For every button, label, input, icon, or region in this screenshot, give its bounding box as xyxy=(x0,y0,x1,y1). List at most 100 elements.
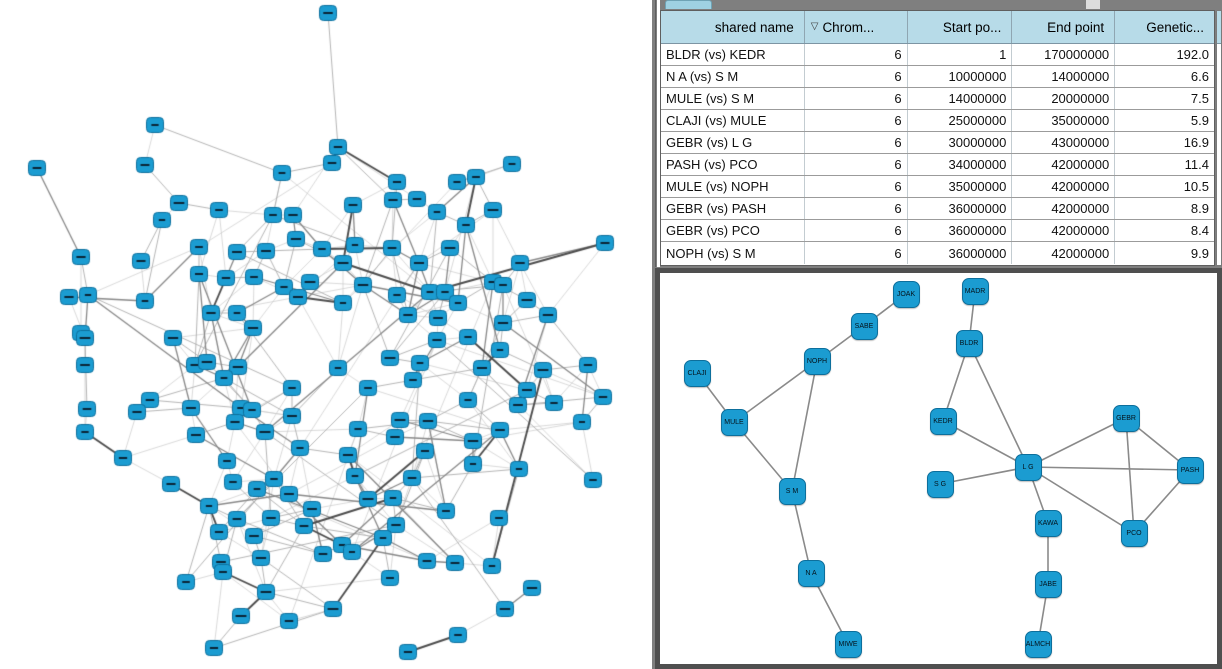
large-network-canvas[interactable] xyxy=(0,0,652,669)
column-label: Start po... xyxy=(942,19,1002,35)
table-row[interactable]: NOPH (vs) S M 6 36000000 42000000 9.9 xyxy=(661,242,1214,264)
table-cell: 36000000 xyxy=(908,220,1013,241)
table-cell: 6 xyxy=(805,44,908,65)
network-node-kedr[interactable]: KEDR xyxy=(929,407,957,435)
table-row[interactable]: GEBR (vs) PCO 6 36000000 42000000 8.4 xyxy=(661,220,1214,242)
column-header-end-point[interactable]: End point xyxy=(1012,11,1116,43)
edge-table-panel: shared name ▽ Chrom... Start po... End po… xyxy=(660,0,1222,267)
table-cell: 42000000 xyxy=(1012,198,1116,219)
table-cell: 35000000 xyxy=(908,176,1013,197)
table-row[interactable]: GEBR (vs) L G 6 30000000 43000000 16.9 xyxy=(661,132,1214,154)
table-cell: 6 xyxy=(805,110,908,131)
large-network-panel xyxy=(0,0,652,669)
table-cell: 9.9 xyxy=(1190,245,1209,261)
table-cell: 1 xyxy=(908,44,1013,65)
table-header-row: shared name ▽ Chrom... Start po... End po… xyxy=(661,11,1214,44)
network-node-bldr[interactable]: BLDR xyxy=(955,329,983,357)
table-cell: 6 xyxy=(805,220,908,241)
column-label: Genetic... xyxy=(1146,19,1204,35)
network-node-pash[interactable]: PASH xyxy=(1176,456,1204,484)
network-node-miwe[interactable]: MIWE xyxy=(834,630,862,658)
table-row[interactable]: MULE (vs) NOPH 6 35000000 42000000 10.5 xyxy=(661,176,1214,198)
network-node-sabe[interactable]: SABE xyxy=(850,312,878,340)
table-cell: 20000000 xyxy=(1012,88,1116,109)
network-node-claji[interactable]: CLAJI xyxy=(683,359,711,387)
column-label: Chrom... xyxy=(822,19,875,35)
table-row[interactable]: MULE (vs) S M 6 14000000 20000000 7.5 xyxy=(661,88,1214,110)
table-cell: GEBR (vs) PCO xyxy=(661,220,805,241)
table-cell: 42000000 xyxy=(1012,176,1116,197)
table-cell: 192.0 xyxy=(1176,47,1209,62)
next-column-header-sliver xyxy=(1217,11,1221,44)
table-cell: 6 xyxy=(805,66,908,87)
table-cell: 42000000 xyxy=(1012,220,1116,241)
table-cell: 6 xyxy=(805,88,908,109)
toolbar-sliver xyxy=(1086,0,1100,9)
table-cell: 30000000 xyxy=(908,132,1013,153)
network-node-almch[interactable]: ALMCH xyxy=(1024,630,1052,658)
network-edge xyxy=(939,466,1029,485)
column-header-chromosome[interactable]: ▽ Chrom... xyxy=(804,11,908,43)
table-cell: 6 xyxy=(805,132,908,153)
table-cell: MULE (vs) S M xyxy=(661,88,805,109)
table-cell: 14000000 xyxy=(1012,66,1116,87)
column-header-genetic[interactable]: Genetic... xyxy=(1115,11,1214,43)
table-cell: 6 xyxy=(805,198,908,219)
network-node-l-g[interactable]: L G xyxy=(1014,453,1042,481)
network-edge xyxy=(1027,417,1127,468)
next-column-sliver xyxy=(1216,10,1222,266)
network-edge xyxy=(942,420,1029,468)
network-edge xyxy=(791,360,818,492)
table-cell: GEBR (vs) PASH xyxy=(661,198,805,219)
small-network-view: JOAK SABE NOPH CLAJI MULE S M N A MIWE MADR BLDR K… xyxy=(660,273,1217,664)
network-edge xyxy=(1027,466,1191,471)
filter-icon[interactable]: ▽ xyxy=(810,21,819,32)
table-body: BLDR (vs) KEDR 6 1 170000000 192.0 N A (vs) S… xyxy=(661,44,1214,264)
table-cell: 10.5 xyxy=(1183,179,1209,194)
table-row[interactable]: PASH (vs) PCO 6 34000000 42000000 11.4 xyxy=(661,154,1214,176)
table-cell: 42000000 xyxy=(1012,154,1116,175)
table-cell: 34000000 xyxy=(908,154,1013,175)
results-table: shared name ▽ Chrom... Start po... End po… xyxy=(660,10,1215,266)
network-node-gebr[interactable]: GEBR xyxy=(1112,404,1140,432)
network-edge xyxy=(791,490,812,574)
network-edge xyxy=(1027,466,1135,534)
table-cell: 6 xyxy=(805,154,908,175)
network-node-noph[interactable]: NOPH xyxy=(803,347,831,375)
table-cell: 42000000 xyxy=(1012,242,1116,264)
table-cell: 10000000 xyxy=(908,66,1013,87)
column-header-start-point[interactable]: Start po... xyxy=(907,11,1013,43)
table-cell: 8.9 xyxy=(1190,201,1209,216)
table-cell: 36000000 xyxy=(908,242,1013,264)
network-node-pco[interactable]: PCO xyxy=(1120,519,1148,547)
column-header-shared-name[interactable]: shared name xyxy=(661,11,805,43)
network-node-joak[interactable]: JOAK xyxy=(892,280,920,308)
table-cell: BLDR (vs) KEDR xyxy=(661,44,805,65)
table-cell: 170000000 xyxy=(1012,44,1116,65)
network-node-s-m[interactable]: S M xyxy=(778,477,806,505)
network-node-madr[interactable]: MADR xyxy=(961,277,989,305)
table-cell: 6.6 xyxy=(1190,69,1209,84)
table-cell: PASH (vs) PCO xyxy=(661,154,805,175)
table-cell: CLAJI (vs) MULE xyxy=(661,110,805,131)
table-row[interactable]: BLDR (vs) KEDR 6 1 170000000 192.0 xyxy=(661,44,1214,66)
network-node-kawa[interactable]: KAWA xyxy=(1034,509,1062,537)
panel-divider xyxy=(655,0,656,267)
table-row[interactable]: N A (vs) S M 6 10000000 14000000 6.6 xyxy=(661,66,1214,88)
table-cell: 43000000 xyxy=(1012,132,1116,153)
table-cell: NOPH (vs) S M xyxy=(661,242,805,264)
table-tab[interactable] xyxy=(665,0,712,9)
network-node-n-a[interactable]: N A xyxy=(797,559,825,587)
network-node-jabe[interactable]: JABE xyxy=(1034,570,1062,598)
table-row[interactable]: GEBR (vs) PASH 6 36000000 42000000 8.9 xyxy=(661,198,1214,220)
table-cell: N A (vs) S M xyxy=(661,66,805,87)
network-edge xyxy=(968,342,1029,468)
network-node-mule[interactable]: MULE xyxy=(720,408,748,436)
network-node-s-g[interactable]: S G xyxy=(926,470,954,498)
table-cell: 8.4 xyxy=(1190,223,1209,238)
table-cell: 35000000 xyxy=(1012,110,1116,131)
table-row[interactable]: CLAJI (vs) MULE 6 25000000 35000000 5.9 xyxy=(661,110,1214,132)
network-edge xyxy=(733,360,818,423)
table-cell: GEBR (vs) L G xyxy=(661,132,805,153)
table-cell: 5.9 xyxy=(1190,113,1209,128)
